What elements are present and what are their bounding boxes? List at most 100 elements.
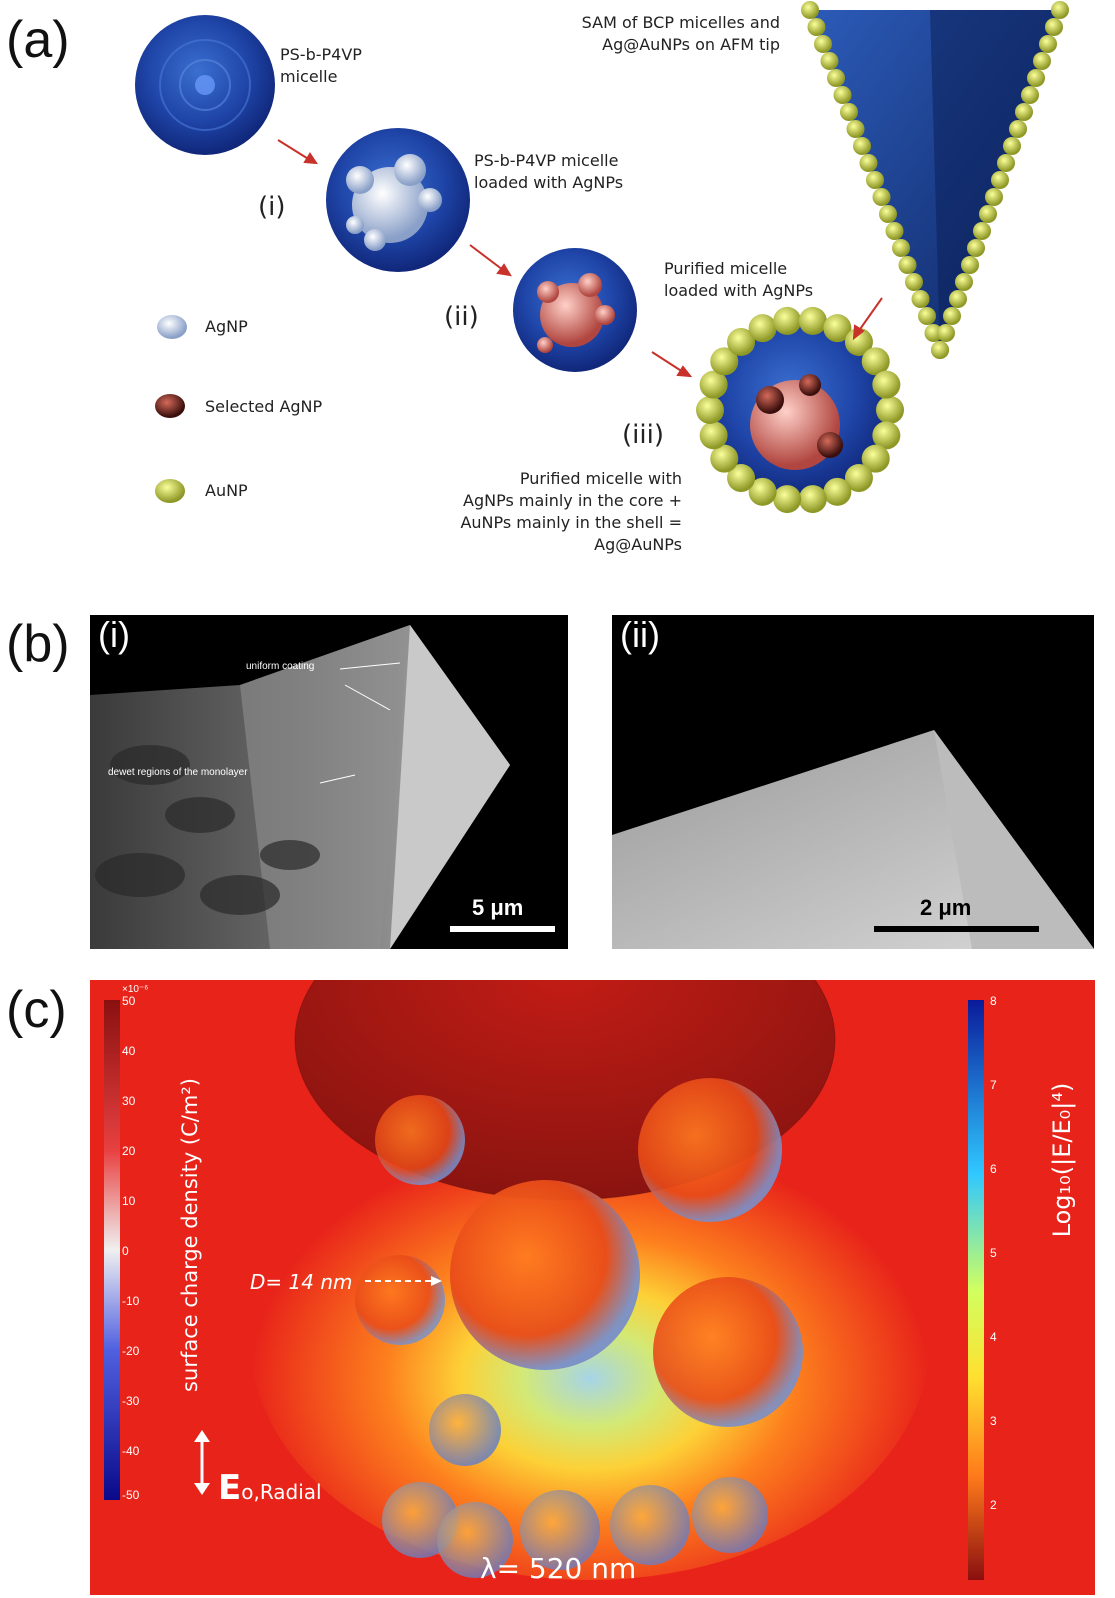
nanoparticle-bead [823, 477, 852, 506]
nanoparticle-bead [943, 307, 961, 325]
charge-tick: -10 [122, 1294, 140, 1308]
nanoparticle-bead [844, 327, 873, 356]
nanoparticle-bead [973, 222, 991, 240]
step-i-label: (i) [258, 192, 286, 222]
field-tick: 3 [990, 1414, 997, 1428]
nanoparticle-bead [814, 35, 832, 53]
sem-image-right [612, 615, 1094, 949]
nanoparticle-bead [1051, 1, 1069, 19]
field-subscript: o,Radial [241, 1480, 322, 1504]
diameter-label: D= 14 nm [250, 1270, 353, 1294]
nanoparticle-bead [872, 421, 901, 450]
nanoparticle-bead [823, 314, 852, 343]
sam-label: SAM of BCP micelles and Ag@AuNPs on AFM t… [581, 13, 780, 54]
charge-tick: -20 [122, 1344, 140, 1358]
nanoparticle-bead [1045, 18, 1063, 36]
charge-tick: 10 [122, 1194, 136, 1208]
charge-tick: 50 [122, 994, 136, 1008]
sem-right-roman: (ii) [620, 614, 660, 655]
nanoparticle-bead [710, 444, 739, 473]
nanoparticle-bead [748, 314, 777, 343]
ag-au-np-particle [710, 320, 890, 500]
legend-agnp-label: AgNP [205, 317, 248, 336]
charge-exponent: ×10⁻⁶ [122, 984, 149, 995]
charge-bar-ticks: ×10⁻⁶ 50 40 30 20 10 0 -10 -20 -30 -40 -… [122, 984, 162, 1502]
step-ii-label: (ii) [444, 302, 479, 332]
nanoparticle-bead [967, 239, 985, 257]
field-tick: 4 [990, 1330, 997, 1344]
sem-right-content [612, 730, 1094, 949]
nanoparticle-bead [931, 341, 949, 359]
field-tick: 7 [990, 1078, 997, 1092]
charge-tick: 30 [122, 1094, 136, 1108]
field-tick: 6 [990, 1162, 997, 1176]
nanoparticle-bead [773, 485, 802, 514]
nanoparticle-bead [1027, 69, 1045, 87]
panel-b-letter: (b) [6, 615, 70, 673]
legend-agnp-sphere [157, 315, 187, 339]
nanoparticle-bead [710, 347, 739, 376]
nanoparticle-bead [844, 464, 873, 493]
charge-tick: -30 [122, 1394, 140, 1408]
nanoparticle-bead [961, 256, 979, 274]
panel-c-letter: (c) [6, 981, 67, 1039]
loaded-micelle-label: PS-b-P4VP micelle loaded with AgNPs [474, 151, 624, 192]
nanoparticle-bead [1021, 86, 1039, 104]
nanoparticle-bead [879, 205, 897, 223]
nanoparticle-bead [918, 307, 936, 325]
panel-a-letter: (a) [6, 11, 70, 69]
micelle-label: PS-b-P4VP micelle [280, 45, 362, 86]
field-tick: 8 [990, 994, 997, 1008]
simulation-image [90, 980, 1095, 1595]
nanoparticle-bead [876, 396, 904, 424]
simulation-field-map [90, 980, 1095, 1595]
nanoparticle-spheres [355, 1078, 803, 1578]
nanoparticle-bead [937, 324, 955, 342]
nanoparticle-bead [859, 154, 878, 172]
nanoparticle-bead [833, 86, 852, 104]
nanoparticle-bead [807, 18, 826, 36]
scale-bar-right-label: 2 μm [920, 895, 972, 920]
charge-tick: 20 [122, 1144, 136, 1158]
nanoparticle-bead [911, 290, 930, 308]
nanoparticle-bead [699, 421, 728, 450]
nanoparticle-bead [924, 324, 943, 342]
nanoparticle-bead [985, 188, 1003, 206]
legend-selected-agnp-label: Selected AgNP [205, 397, 323, 416]
uniform-coating-annotation: uniform coating [246, 661, 315, 672]
charge-tick: -50 [122, 1488, 140, 1502]
nanoparticle-bead [872, 188, 891, 206]
nanoparticle-bead [853, 137, 871, 155]
dewet-annotation: dewet regions of the monolayer [108, 767, 248, 778]
afm-tip-particle-beads [801, 1, 1069, 359]
nanoparticle-bead [840, 103, 858, 121]
charge-tick: 40 [122, 1044, 136, 1058]
sem-image-left [90, 615, 568, 949]
nanoparticle-bead [827, 69, 845, 87]
nanoparticle-bead [905, 273, 923, 291]
sem-left-content [90, 625, 555, 949]
wavelength-label: λ= 520 nm [480, 1552, 637, 1585]
nanoparticle-bead [696, 396, 724, 424]
nanoparticle-bead [699, 370, 728, 399]
surface-charge-axis-label: surface charge density (C/m²) [178, 1078, 202, 1392]
field-enhancement-colorbar [968, 1000, 984, 1580]
nanoparticle-bead [798, 306, 827, 335]
field-polarization-label: Eo,Radial [218, 1468, 322, 1508]
nanoparticle-bead [773, 306, 802, 335]
nanoparticle-bead [1003, 137, 1021, 155]
nanoparticle-bead [872, 370, 901, 399]
process-arrows [277, 139, 883, 378]
au-nanoparticles-shell [696, 306, 904, 514]
step-iii-label: (iii) [622, 420, 664, 450]
nanoparticle-bead [861, 444, 890, 473]
nanoparticle-bead [820, 52, 839, 70]
sem-left-roman: (i) [98, 614, 130, 655]
nanoparticle-bead [846, 120, 865, 138]
agnp-loaded-micelle-sphere [326, 128, 470, 272]
legend-selected-agnp-sphere [155, 394, 185, 418]
scale-bar-left-label: 5 μm [472, 895, 524, 920]
legend-aunp-sphere [155, 479, 185, 503]
scale-bar [874, 926, 1039, 932]
purified-micelle-sphere [513, 248, 637, 372]
